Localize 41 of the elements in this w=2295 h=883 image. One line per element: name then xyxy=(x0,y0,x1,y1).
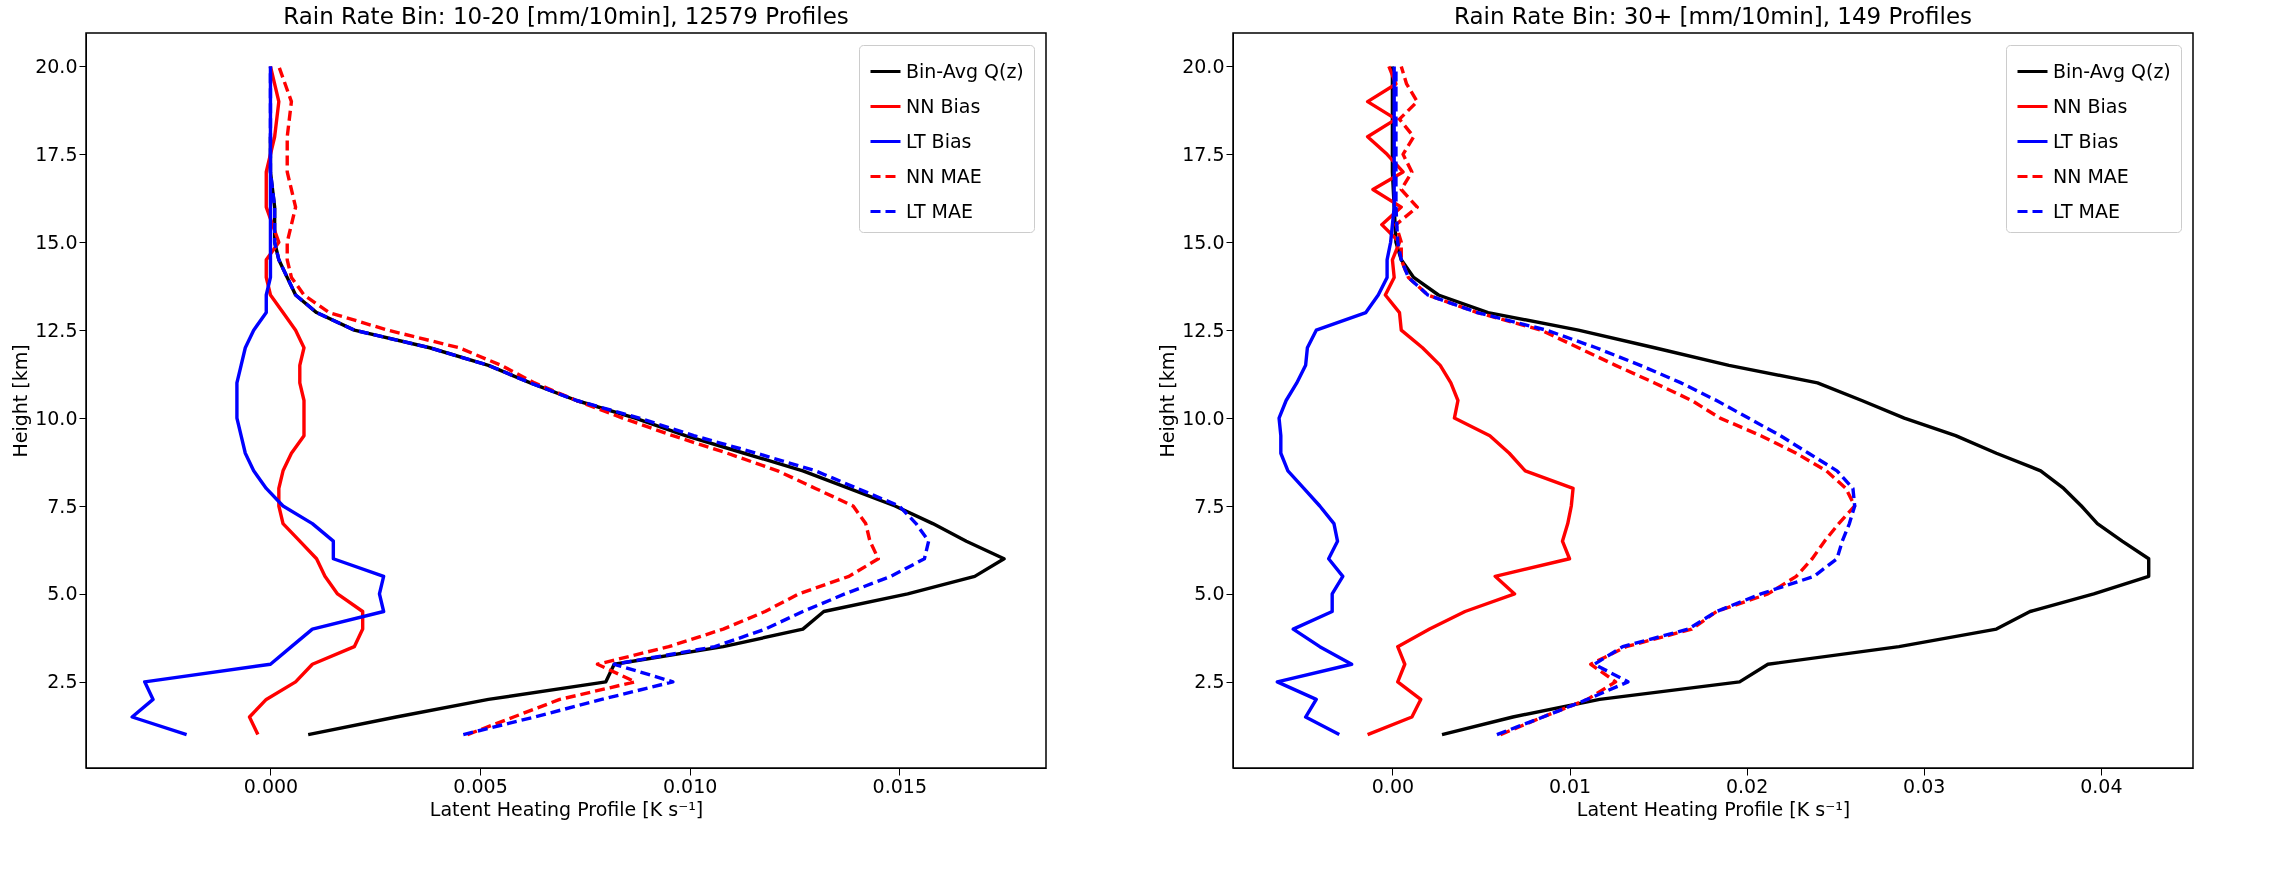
y-tick-label: 12.5 xyxy=(35,318,78,341)
x-tick-label: 0.005 xyxy=(453,774,508,797)
y-tick-label: 20.0 xyxy=(1182,54,1225,77)
y-tick-label: 2.5 xyxy=(47,670,78,693)
x-tick-label: 0.02 xyxy=(1726,774,1769,797)
y-tick-label: 2.5 xyxy=(1194,670,1225,693)
x-tick-label: 0.010 xyxy=(662,774,718,797)
y-axis-title: Height [km] xyxy=(1156,344,1179,458)
legend-label: LT Bias xyxy=(2053,129,2119,152)
legend-label: NN Bias xyxy=(2053,94,2128,117)
y-tick-label: 15.0 xyxy=(35,230,78,253)
x-tick-label: 0.000 xyxy=(243,774,299,797)
y-tick-label: 5.0 xyxy=(47,582,78,605)
y-tick-label: 10.0 xyxy=(1182,406,1225,429)
y-tick-label: 20.0 xyxy=(35,54,78,77)
legend-label: Bin-Avg Q(z) xyxy=(906,59,1024,82)
y-tick-label: 12.5 xyxy=(1182,318,1225,341)
y-tick-label: 17.5 xyxy=(35,142,78,165)
x-tick-label: 0.04 xyxy=(2080,774,2123,797)
x-axis-title: Latent Heating Profile [K s⁻¹] xyxy=(1576,797,1851,820)
y-tick-label: 7.5 xyxy=(47,494,78,517)
legend-label: Bin-Avg Q(z) xyxy=(2053,59,2171,82)
y-tick-label: 5.0 xyxy=(1194,582,1225,605)
chart-title: Rain Rate Bin: 30+ [mm/10min], 149 Profiles xyxy=(1453,3,1973,29)
y-tick-label: 15.0 xyxy=(1182,230,1225,253)
legend-label: LT MAE xyxy=(906,199,974,222)
y-axis-title: Height [km] xyxy=(9,344,32,458)
legend-label: LT MAE xyxy=(2053,199,2121,222)
x-tick-label: 0.03 xyxy=(1903,774,1946,797)
legend-label: NN MAE xyxy=(906,164,982,187)
x-axis-title: Latent Heating Profile [K s⁻¹] xyxy=(429,797,704,820)
y-tick-label: 7.5 xyxy=(1194,494,1225,517)
x-tick-label: 0.015 xyxy=(872,774,927,797)
chart-title: Rain Rate Bin: 10-20 [mm/10min], 12579 Profiles xyxy=(283,3,849,29)
legend-label: NN MAE xyxy=(2053,164,2129,187)
y-tick-label: 17.5 xyxy=(1182,142,1225,165)
legend-label: LT Bias xyxy=(906,129,972,152)
x-tick-label: 0.01 xyxy=(1548,774,1592,797)
legend-label: NN Bias xyxy=(906,94,981,117)
y-tick-label: 10.0 xyxy=(35,406,78,429)
x-tick-label: 0.00 xyxy=(1371,774,1415,797)
